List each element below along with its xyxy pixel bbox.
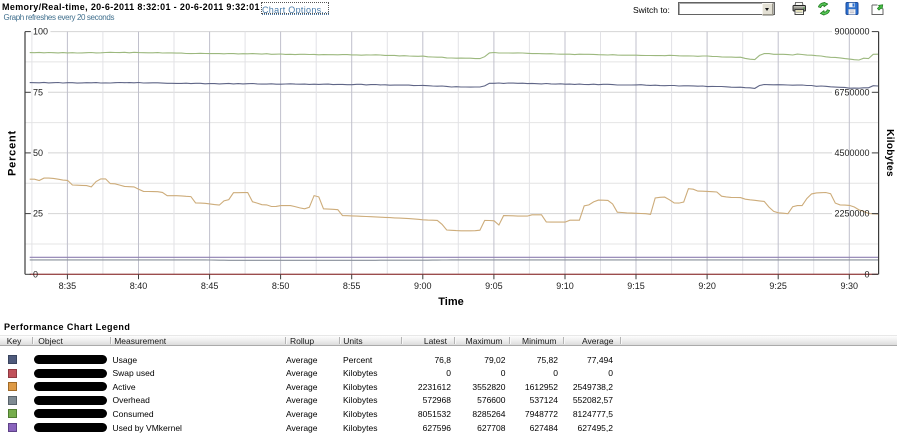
- svg-text:75: 75: [33, 87, 43, 97]
- svg-text:9:15: 9:15: [627, 281, 645, 291]
- svg-text:8:45: 8:45: [201, 281, 219, 291]
- svg-text:Kilobytes: Kilobytes: [884, 129, 895, 177]
- svg-text:100: 100: [33, 27, 48, 37]
- svg-text:0: 0: [864, 269, 869, 279]
- svg-text:50: 50: [33, 148, 43, 158]
- svg-text:6750000: 6750000: [834, 87, 869, 97]
- svg-text:9:00: 9:00: [414, 281, 432, 291]
- svg-text:Time: Time: [438, 296, 463, 308]
- svg-text:9:30: 9:30: [841, 281, 859, 291]
- svg-text:9:10: 9:10: [556, 281, 574, 291]
- svg-text:2250000: 2250000: [834, 209, 869, 219]
- svg-text:9000000: 9000000: [834, 27, 869, 37]
- svg-text:4500000: 4500000: [834, 148, 869, 158]
- svg-text:Percent: Percent: [7, 130, 19, 176]
- svg-text:8:40: 8:40: [130, 281, 148, 291]
- svg-text:9:25: 9:25: [769, 281, 787, 291]
- svg-text:25: 25: [33, 209, 43, 219]
- svg-text:8:50: 8:50: [272, 281, 290, 291]
- svg-text:8:55: 8:55: [343, 281, 361, 291]
- svg-text:0: 0: [33, 269, 38, 279]
- svg-text:9:20: 9:20: [698, 281, 716, 291]
- svg-text:9:05: 9:05: [485, 281, 503, 291]
- svg-text:8:35: 8:35: [59, 281, 77, 291]
